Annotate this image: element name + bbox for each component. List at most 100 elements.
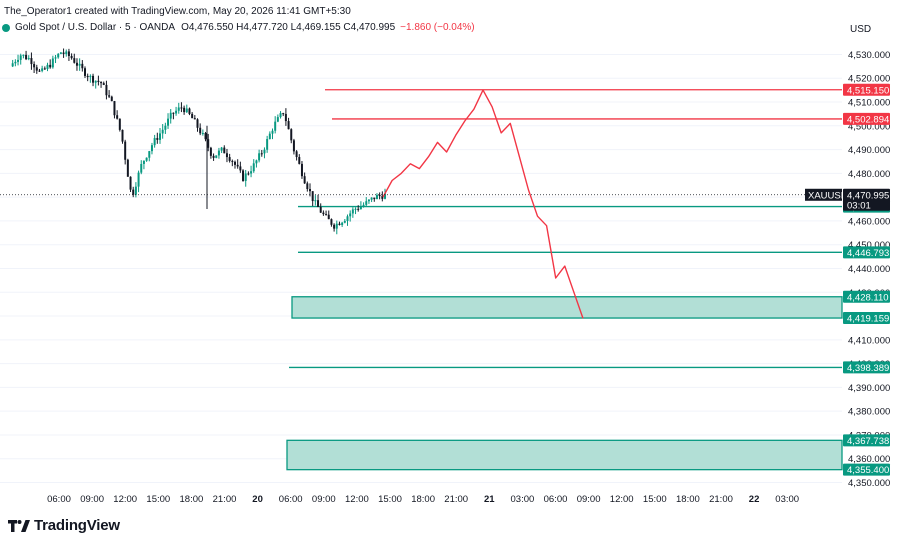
candle-body — [86, 75, 89, 78]
candle-body — [49, 64, 52, 68]
candle-body — [381, 196, 384, 199]
y-tick-label: 4,450.000 — [848, 240, 890, 251]
candle-body — [81, 63, 84, 69]
x-tick-label: 18:00 — [676, 494, 700, 505]
candle-body — [274, 121, 277, 131]
candle-body — [252, 163, 255, 172]
chart-grid — [0, 53, 842, 483]
candle-body — [247, 173, 250, 175]
candle-body — [30, 58, 33, 65]
tradingview-logo[interactable]: TradingView — [8, 517, 120, 534]
candle-body — [384, 193, 386, 199]
x-tick-label: 21:00 — [213, 494, 237, 505]
candle-body — [335, 223, 338, 229]
candle-body — [279, 113, 282, 118]
candle-body — [121, 129, 124, 142]
candle-body — [132, 189, 135, 195]
candle-body — [196, 119, 199, 128]
x-tick-label: 21:00 — [709, 494, 733, 505]
candle-body — [357, 208, 360, 210]
x-tick-label: 12:00 — [113, 494, 137, 505]
candle-body — [118, 118, 121, 130]
candle-body — [51, 58, 54, 68]
candle-body — [167, 118, 170, 126]
x-tick-label: 03:00 — [775, 494, 799, 505]
candle-body — [317, 200, 320, 208]
zone-top-label: 4,367.738 — [847, 436, 889, 447]
candle-body — [362, 204, 365, 207]
candle-body — [201, 133, 204, 135]
x-tick-label: 20 — [252, 494, 263, 505]
time-axis: 06:00 09:00 12:00 15:00 18:00 21:00 20 06:00 09:… — [47, 494, 799, 505]
zone-top-label: 4,428.110 — [847, 292, 889, 303]
demand-zone — [286, 439, 843, 471]
candle-body — [84, 68, 86, 76]
countdown-value: 03:01 — [847, 200, 871, 211]
symbol-name: Gold Spot / U.S. Dollar · 5 · OANDA — [15, 22, 176, 33]
candle-body — [145, 157, 148, 161]
candle-body — [333, 224, 336, 229]
candle-body — [193, 118, 196, 120]
candle-body — [180, 107, 183, 109]
candle-body — [65, 51, 68, 55]
candle-body — [97, 80, 100, 82]
candle-body — [327, 214, 330, 220]
symbol-tag-bg — [805, 188, 842, 201]
candle-body — [116, 115, 119, 119]
candle-body — [287, 121, 290, 130]
candle-body — [17, 59, 20, 62]
candle-body — [124, 141, 127, 160]
symbol-legend[interactable]: Gold Spot / U.S. Dollar · 5 · OANDA O4,4… — [2, 22, 475, 33]
candle-body — [271, 130, 274, 134]
zone-top-label-bg — [843, 290, 890, 303]
candle-body — [209, 147, 212, 156]
candle-body — [177, 107, 180, 111]
candle-body — [175, 110, 178, 114]
candle-body — [172, 112, 175, 114]
candle-body — [215, 155, 218, 158]
candle-body — [33, 64, 36, 68]
candle-body — [282, 113, 285, 115]
candle-body — [378, 195, 381, 197]
x-tick-label: 03:00 — [511, 494, 535, 505]
candle-body — [92, 75, 95, 83]
x-tick-label: 21 — [484, 494, 495, 505]
candle-body — [140, 163, 143, 173]
demand-zones — [286, 296, 843, 471]
x-tick-label: 18:00 — [180, 494, 204, 505]
candle-body — [220, 147, 223, 151]
candle-body — [212, 155, 215, 158]
demand-zone — [291, 296, 843, 319]
x-tick-label: 15:00 — [643, 494, 667, 505]
candle-body — [153, 138, 156, 146]
candle-body — [188, 108, 191, 114]
x-tick-label: 09:00 — [312, 494, 336, 505]
x-tick-label: 22 — [749, 494, 760, 505]
y-tick-label: 4,490.000 — [848, 145, 890, 156]
candle-body — [14, 61, 17, 64]
candle-body — [298, 157, 301, 164]
x-tick-label: 12:00 — [610, 494, 634, 505]
candle-body — [349, 213, 352, 217]
candle-body — [239, 166, 242, 171]
candle-body — [43, 68, 46, 70]
candle-body — [75, 62, 78, 66]
market-status-icon — [2, 23, 10, 32]
candle-body — [234, 161, 236, 165]
y-tick-label: 4,440.000 — [848, 264, 890, 275]
support-label: 4,398.389 — [847, 363, 889, 374]
y-tick-label: 4,510.000 — [848, 98, 890, 109]
y-tick-label: 4,460.000 — [848, 216, 890, 227]
y-tick-label: 4,380.000 — [848, 407, 890, 418]
candle-body — [105, 84, 108, 96]
candle-body — [156, 138, 159, 140]
candle-body — [62, 52, 65, 55]
y-tick-label: 4,390.000 — [848, 383, 890, 394]
candle-body — [137, 172, 140, 187]
candle-body — [161, 129, 164, 134]
zone-top-label-bg — [843, 434, 890, 447]
candle-body — [129, 176, 132, 190]
candle-body — [183, 107, 186, 113]
candle-body — [255, 160, 258, 164]
